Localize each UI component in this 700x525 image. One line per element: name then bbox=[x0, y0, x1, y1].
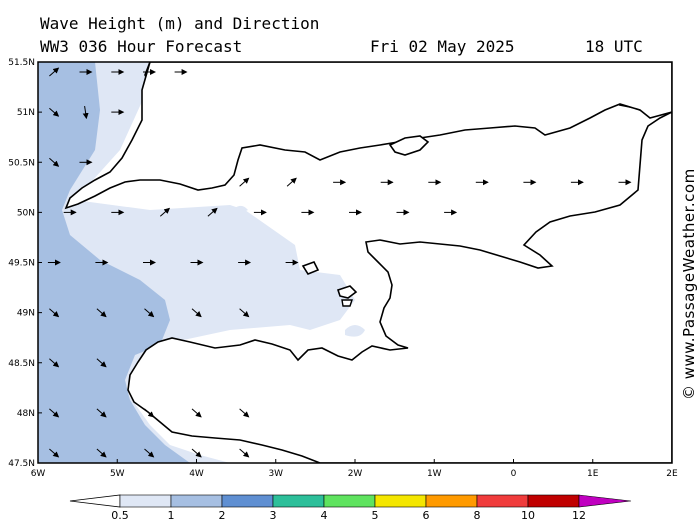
lon-tick-label: 5W bbox=[110, 469, 125, 479]
map-title: Wave Height (m) and Direction bbox=[40, 14, 320, 33]
england-south-coast bbox=[64, 62, 672, 210]
legend-tick-label: 1 bbox=[168, 509, 175, 522]
channel-island-jersey bbox=[336, 285, 358, 299]
forecast-date: Fri 02 May 2025 bbox=[370, 37, 515, 56]
legend-tick-label: 6 bbox=[423, 509, 430, 522]
longitude-axis: 6W 5W 4W 3W 2W 1W 0 1E 2E bbox=[31, 459, 678, 479]
wave-direction-arrow bbox=[49, 67, 60, 77]
legend-tick-label: 12 bbox=[572, 509, 586, 522]
lat-tick-label: 48N bbox=[17, 409, 35, 419]
wave-direction-arrow bbox=[96, 408, 107, 418]
wave-direction-arrow bbox=[96, 448, 107, 458]
wave-direction-arrow bbox=[191, 408, 202, 418]
wave-direction-arrow bbox=[239, 408, 250, 418]
lat-tick-label: 47.5N bbox=[8, 459, 35, 469]
wave-direction-arrow bbox=[144, 408, 155, 418]
legend-color-swatch bbox=[425, 494, 478, 508]
latitude-axis: 51.5N 51N 50.5N 50N 49.5N 49N 48.5N 48N 47.5N bbox=[8, 58, 42, 469]
legend-tick-label: 3 bbox=[270, 509, 277, 522]
forecast-model-label: WW3 036 Hour Forecast bbox=[40, 37, 243, 56]
wave-direction-arrow bbox=[144, 308, 155, 318]
legend-max-triangle bbox=[578, 494, 632, 508]
wave-direction-arrow bbox=[207, 207, 218, 217]
legend-color-swatch bbox=[527, 494, 580, 508]
channel-island-small bbox=[341, 299, 353, 307]
wave-direction-arrow bbox=[96, 308, 107, 318]
legend-color-swatch bbox=[476, 494, 529, 508]
legend-tick-label: 5 bbox=[372, 509, 379, 522]
wave-direction-arrow bbox=[239, 177, 250, 187]
lon-tick-label: 1W bbox=[427, 469, 442, 479]
wave-direction-arrow bbox=[82, 106, 89, 120]
legend-color-swatch bbox=[170, 494, 223, 508]
wave-direction-arrows bbox=[47, 67, 632, 458]
legend-tick-label: 2 bbox=[219, 509, 226, 522]
legend-min-triangle bbox=[69, 494, 121, 508]
legend-tick-label: 0.5 bbox=[111, 509, 129, 522]
wave-direction-arrow bbox=[191, 308, 202, 318]
legend-tick-label: 8 bbox=[474, 509, 481, 522]
wave-direction-arrow bbox=[159, 207, 171, 217]
lon-tick-label: 2E bbox=[666, 469, 678, 479]
legend-color-swatch bbox=[221, 494, 274, 508]
wave-direction-arrow bbox=[49, 448, 60, 458]
wave-direction-arrow bbox=[239, 308, 250, 318]
wave-direction-arrow bbox=[191, 448, 202, 458]
lat-tick-label: 50N bbox=[17, 208, 35, 218]
wave-direction-arrow bbox=[144, 448, 155, 458]
wave-direction-arrow bbox=[286, 177, 297, 187]
wave-direction-arrow bbox=[96, 358, 107, 368]
lat-tick-label: 51N bbox=[17, 108, 35, 118]
wave-height-legend: 0.5 1 2 3 4 5 6 8 10 12 bbox=[69, 494, 632, 522]
legend-color-swatch bbox=[323, 494, 376, 508]
wave-band-1-2m bbox=[38, 62, 190, 463]
forecast-time: 18 UTC bbox=[585, 37, 643, 56]
lat-tick-label: 48.5N bbox=[8, 359, 35, 369]
legend-color-swatch bbox=[374, 494, 427, 508]
wave-direction-arrow bbox=[239, 448, 250, 458]
wave-direction-arrow bbox=[49, 358, 60, 368]
legend-color-swatch bbox=[119, 494, 172, 508]
wave-direction-arrow bbox=[49, 408, 60, 418]
channel-island-guernsey bbox=[301, 261, 320, 275]
lon-tick-label: 1E bbox=[587, 469, 599, 479]
wave-direction-arrow bbox=[49, 157, 60, 167]
wave-patch bbox=[345, 325, 365, 337]
lon-tick-label: 3W bbox=[268, 469, 283, 479]
lat-tick-label: 49.5N bbox=[8, 259, 35, 269]
lat-tick-label: 50.5N bbox=[8, 158, 35, 168]
credit-watermark: © www.PassageWeather.com bbox=[680, 168, 698, 400]
legend-color-swatch bbox=[272, 494, 325, 508]
wave-patch bbox=[235, 205, 248, 214]
lon-tick-label: 2W bbox=[348, 469, 363, 479]
legend-tick-label: 4 bbox=[321, 509, 328, 522]
wave-direction-arrow bbox=[49, 107, 60, 117]
lat-tick-label: 49N bbox=[17, 309, 35, 319]
legend-tick-label: 10 bbox=[521, 509, 535, 522]
lat-tick-label: 51.5N bbox=[8, 58, 35, 68]
lon-tick-label: 6W bbox=[31, 469, 46, 479]
isle-of-wight bbox=[388, 135, 430, 156]
lon-tick-label: 4W bbox=[189, 469, 204, 479]
lon-tick-label: 0 bbox=[511, 469, 517, 479]
wave-direction-arrow bbox=[49, 308, 60, 318]
